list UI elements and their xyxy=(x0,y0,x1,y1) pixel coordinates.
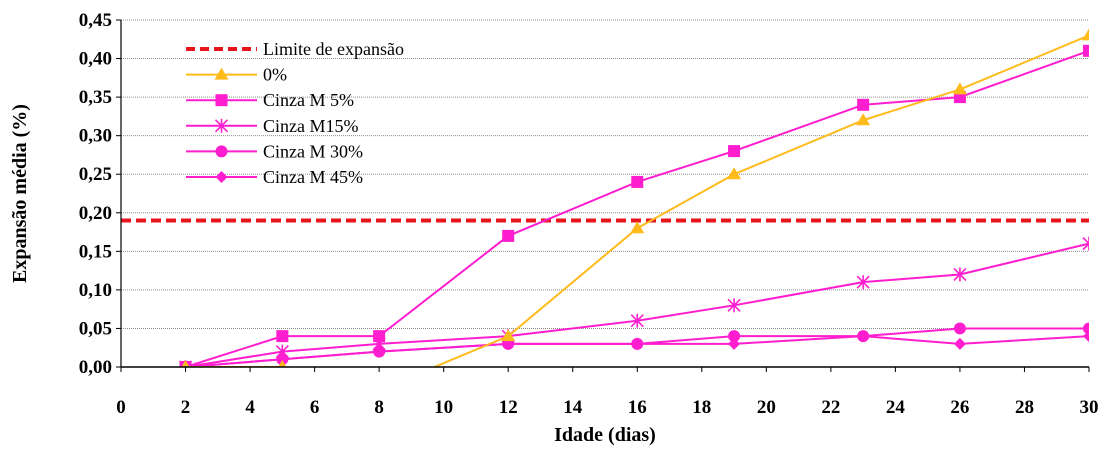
circle-marker xyxy=(953,322,966,335)
star-marker xyxy=(953,267,967,282)
x-tick-label: 12 xyxy=(499,397,518,418)
star-marker xyxy=(214,118,229,133)
star-marker xyxy=(630,313,644,328)
x-tick-label: 16 xyxy=(628,397,647,418)
legend-label: 0% xyxy=(263,65,287,85)
x-tick-label: 10 xyxy=(434,397,453,418)
square-marker xyxy=(1083,44,1089,57)
legend-label: Cinza M 5% xyxy=(263,90,354,110)
tick-labels: 0,00 0,05 0,10 0,15 0,20 0,25 0,30 0,35 0,40 0,45… xyxy=(79,10,1099,418)
legend-label: Cinza M 30% xyxy=(263,141,363,161)
square-marker xyxy=(857,98,870,111)
triangle-marker xyxy=(1082,28,1089,41)
circle-marker xyxy=(373,345,386,358)
series-layer xyxy=(178,28,1089,367)
legend-label: Limite de expansão xyxy=(263,39,404,59)
y-tick-label: 0,30 xyxy=(79,126,112,147)
y-tick-label: 0,35 xyxy=(79,87,112,108)
square-marker xyxy=(276,330,289,343)
x-tick-label: 6 xyxy=(310,397,320,418)
legend-label: Cinza M 45% xyxy=(263,167,363,187)
square-marker xyxy=(215,94,228,107)
circle-marker xyxy=(631,337,644,350)
y-axis-title: Expansão média (%) xyxy=(9,104,31,283)
x-tick-label: 2 xyxy=(181,397,191,418)
triangle-marker xyxy=(181,360,190,367)
square-marker xyxy=(631,175,644,188)
x-tick-label: 14 xyxy=(563,397,583,418)
gridlines xyxy=(121,19,1089,329)
x-tick-label: 22 xyxy=(821,397,840,418)
y-tick-label: 0,15 xyxy=(79,241,112,262)
triangle-marker xyxy=(214,67,229,80)
star-marker xyxy=(275,344,289,359)
y-tick-label: 0,25 xyxy=(79,164,112,185)
x-tick-label: 26 xyxy=(950,397,969,418)
circle-marker xyxy=(276,353,289,366)
star-marker xyxy=(1082,236,1089,251)
x-tick-label: 28 xyxy=(1015,397,1034,418)
y-tick-label: 0,20 xyxy=(79,203,112,224)
circle-marker xyxy=(728,330,741,343)
circle-marker xyxy=(215,145,228,158)
circle-marker xyxy=(1083,322,1089,335)
x-tick-label: 8 xyxy=(374,397,384,418)
square-marker xyxy=(502,229,515,242)
x-axis-title: Idade (dias) xyxy=(554,424,656,446)
triangle-marker xyxy=(501,329,516,342)
x-tick-label: 4 xyxy=(245,397,255,418)
star-marker xyxy=(727,298,741,313)
triangle-marker xyxy=(630,221,645,234)
triangle-marker xyxy=(856,113,871,126)
y-tick-label: 0,40 xyxy=(79,49,112,70)
y-tick-label: 0,05 xyxy=(79,318,112,339)
square-marker xyxy=(373,330,386,343)
diamond-marker xyxy=(215,171,228,183)
x-tick-label: 20 xyxy=(757,397,776,418)
triangle-marker xyxy=(952,82,967,95)
y-tick-label: 0,00 xyxy=(79,357,112,378)
diamond-marker xyxy=(953,337,966,350)
x-tick-label: 24 xyxy=(886,397,906,418)
legend-label: Cinza M15% xyxy=(263,116,358,136)
x-tick-label: 18 xyxy=(692,397,711,418)
legend: Limite de expansão 0% Cinza M 5% Cinza M15%… xyxy=(186,39,404,187)
triangle-marker xyxy=(727,167,742,180)
circle-marker xyxy=(857,330,870,343)
y-tick-label: 0,10 xyxy=(79,280,112,301)
axes xyxy=(116,19,1090,372)
star-marker xyxy=(856,275,870,290)
y-tick-label: 0,45 xyxy=(79,10,112,31)
square-marker xyxy=(728,145,741,158)
triangle-marker xyxy=(278,360,287,367)
x-tick-label: 30 xyxy=(1080,397,1099,418)
x-tick-label: 0 xyxy=(116,397,126,418)
